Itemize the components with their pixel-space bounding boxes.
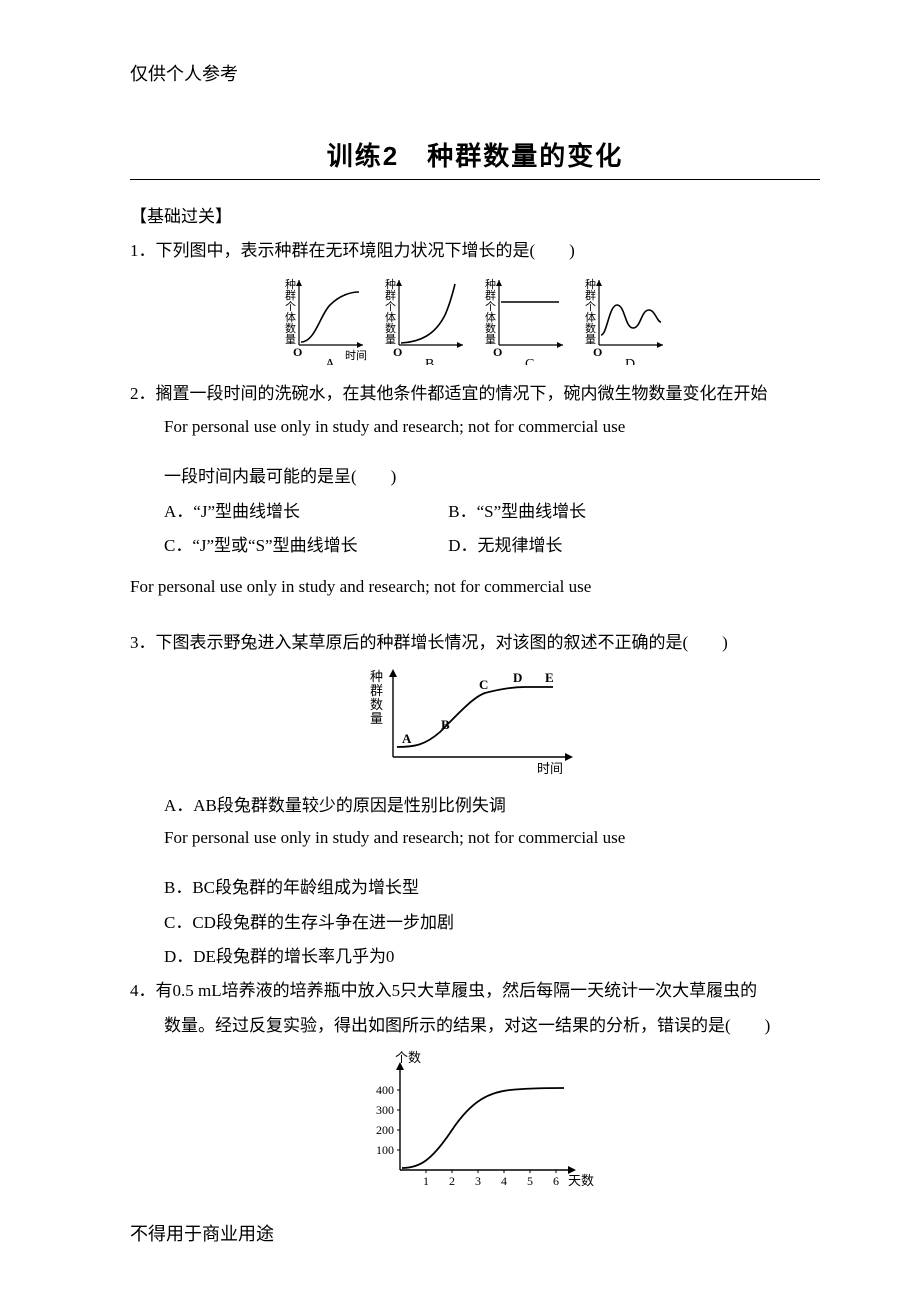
q3-opt-d: D．DE段兔群的增长率几乎为0 [130, 941, 820, 973]
q2-opts-row2: C．“J”型或“S”型曲线增长 D．无规律增长 [130, 529, 820, 563]
q3-figure: 种 群 数 量 A B C D E 时间 [130, 667, 820, 782]
q1-figure: 种群个体数量 O 时间 A 种群个体数量 O B 种群个体数量 [130, 275, 820, 370]
q2-text: 2．搁置一段时间的洗碗水，在其他条件都适宜的情况下，碗内微生物数量变化在开始 [130, 378, 820, 410]
svg-text:O: O [593, 345, 602, 359]
q2-opts-row1: A．“J”型曲线增长 B．“S”型曲线增长 [130, 495, 820, 529]
mid-watermark: For personal use only in study and resea… [130, 577, 820, 597]
page: 仅供个人参考 训练2 种群数量的变化 【基础过关】 1．下列图中，表示种群在无环… [0, 0, 920, 1302]
q4-figure: 个数 100 200 300 400 1 2 3 4 5 6 天数 [130, 1050, 820, 1195]
svg-text:C: C [525, 357, 534, 365]
svg-text:时间: 时间 [537, 761, 563, 776]
page-title: 训练2 种群数量的变化 [130, 136, 820, 173]
svg-text:O: O [393, 345, 402, 359]
q4-text1: 4．有0.5 mL培养液的培养瓶中放入5只大草履虫，然后每隔一天统计一次大草履虫… [130, 975, 820, 1007]
svg-text:群: 群 [485, 288, 496, 302]
svg-text:体: 体 [485, 310, 496, 324]
svg-text:时间: 时间 [345, 349, 367, 362]
svg-text:群: 群 [585, 288, 596, 302]
q4-text2: 数量。经过反复实验，得出如图所示的结果，对这一结果的分析，错误的是( ) [130, 1010, 820, 1042]
svg-text:种: 种 [370, 669, 383, 684]
header-note: 仅供个人参考 [130, 60, 820, 86]
svg-text:6: 6 [553, 1174, 559, 1188]
svg-text:体: 体 [585, 310, 596, 324]
svg-text:400: 400 [376, 1083, 394, 1097]
q3-text: 3．下图表示野兔进入某草原后的种群增长情况，对该图的叙述不正确的是( ) [130, 627, 820, 659]
footer-note: 不得用于商业用途 [130, 1220, 274, 1246]
svg-text:300: 300 [376, 1103, 394, 1117]
svg-text:D: D [513, 670, 522, 685]
svg-text:A: A [325, 357, 336, 365]
svg-text:O: O [293, 345, 302, 359]
q2-opt-d: D．无规律增长 [448, 529, 562, 563]
svg-text:3: 3 [475, 1174, 481, 1188]
svg-text:4: 4 [501, 1174, 507, 1188]
svg-text:群: 群 [285, 288, 296, 302]
q2-opt-b: B．“S”型曲线增长 [448, 495, 586, 529]
svg-text:B: B [425, 357, 434, 365]
svg-text:5: 5 [527, 1174, 533, 1188]
section-label: 【基础过关】 [130, 202, 820, 227]
q3-watermark: For personal use only in study and resea… [130, 828, 820, 848]
title-rule [130, 179, 820, 180]
svg-text:C: C [479, 677, 488, 692]
svg-text:量: 量 [370, 711, 383, 726]
svg-text:群: 群 [385, 288, 396, 302]
svg-text:种: 种 [285, 277, 296, 291]
svg-text:E: E [545, 670, 554, 685]
q2-cont: 一段时间内最可能的是呈( ) [130, 461, 820, 493]
svg-text:个数: 个数 [395, 1050, 421, 1065]
svg-text:体: 体 [285, 310, 296, 324]
q2-opt-c: C．“J”型或“S”型曲线增长 [164, 529, 444, 563]
q3-opt-a: A．AB段兔群数量较少的原因是性别比例失调 [130, 790, 820, 822]
svg-text:A: A [402, 731, 412, 746]
q3-opt-c: C．CD段兔群的生存斗争在进一步加剧 [130, 907, 820, 939]
svg-text:群: 群 [370, 683, 383, 698]
svg-text:1: 1 [423, 1174, 429, 1188]
svg-text:D: D [625, 357, 635, 365]
svg-text:2: 2 [449, 1174, 455, 1188]
q2-watermark: For personal use only in study and resea… [130, 417, 820, 437]
svg-text:B: B [441, 717, 450, 732]
svg-text:天数: 天数 [568, 1173, 594, 1188]
svg-text:体: 体 [385, 310, 396, 324]
svg-text:种: 种 [485, 277, 496, 291]
svg-text:100: 100 [376, 1143, 394, 1157]
q2-opt-a: A．“J”型曲线增长 [164, 495, 444, 529]
svg-text:200: 200 [376, 1123, 394, 1137]
svg-text:种: 种 [385, 277, 396, 291]
svg-text:O: O [493, 345, 502, 359]
q3-opt-b: B．BC段兔群的年龄组成为增长型 [130, 872, 820, 904]
svg-text:种: 种 [585, 277, 596, 291]
svg-text:数: 数 [370, 697, 383, 712]
q1-text: 1．下列图中，表示种群在无环境阻力状况下增长的是( ) [130, 235, 820, 267]
